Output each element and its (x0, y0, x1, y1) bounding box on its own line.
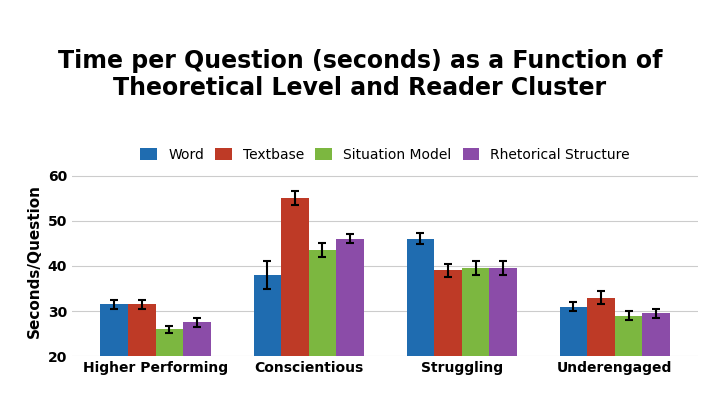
Bar (407, 239, 434, 405)
Bar (462, 268, 490, 405)
Bar (588, 298, 615, 405)
Bar (434, 271, 462, 405)
Text: Time per Question (seconds) as a Function of
Theoretical Level and Reader Cluste: Time per Question (seconds) as a Functio… (58, 49, 662, 100)
Bar (281, 198, 309, 405)
Bar (156, 329, 183, 405)
Bar (183, 322, 211, 405)
Bar (490, 268, 517, 405)
Bar (309, 250, 336, 405)
Bar (615, 316, 642, 405)
Bar (559, 307, 588, 405)
Bar (253, 275, 281, 405)
Bar (642, 313, 670, 405)
Bar (336, 239, 364, 405)
Bar (101, 305, 128, 405)
Y-axis label: Seconds/Question: Seconds/Question (27, 184, 42, 339)
Legend: Word, Textbase, Situation Model, Rhetorical Structure: Word, Textbase, Situation Model, Rhetori… (138, 145, 633, 164)
Bar (128, 305, 156, 405)
